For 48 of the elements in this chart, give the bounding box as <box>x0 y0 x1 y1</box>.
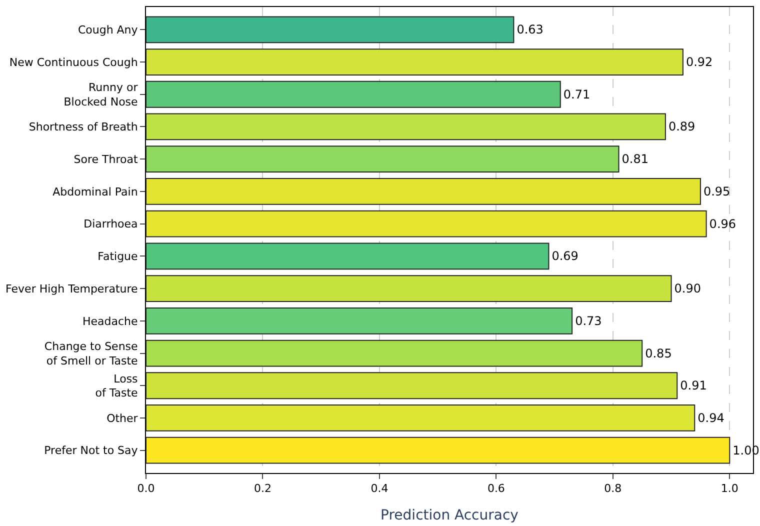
y-tick-label: Abdominal Pain <box>52 185 138 198</box>
data-label: 0.90 <box>674 282 702 296</box>
data-label: 0.89 <box>668 120 696 134</box>
data-label: 0.96 <box>709 216 736 231</box>
bar <box>146 210 707 238</box>
x-tick-label: 1.0 <box>720 482 738 496</box>
y-tick-label: Other <box>106 412 138 425</box>
data-label: 0.69 <box>552 249 578 264</box>
data-label: 0.63 <box>516 22 544 37</box>
y-tick-label: Loss of Taste <box>95 372 138 400</box>
y-tick-label: Runny or Blocked Nose <box>64 81 138 108</box>
bar <box>146 178 701 205</box>
bar <box>146 16 514 44</box>
y-tick-label: Headache <box>82 314 138 328</box>
x-tick-label: 0.8 <box>604 482 622 496</box>
data-label: 0.71 <box>563 87 590 102</box>
y-tick-label: Prefer Not to Say <box>44 444 138 458</box>
data-label: 0.85 <box>645 346 672 360</box>
bar <box>146 436 730 464</box>
y-tick-label: Fatigue <box>98 250 138 264</box>
data-label: 0.95 <box>703 184 730 198</box>
bar <box>146 372 678 400</box>
data-label: 0.91 <box>680 378 707 393</box>
bar <box>146 307 573 334</box>
y-tick-label: Shortness of Breath <box>28 120 138 134</box>
bar <box>146 113 666 140</box>
bar <box>146 242 550 270</box>
data-label: 0.73 <box>575 314 602 328</box>
y-tick-label: Diarrhoea <box>84 218 138 231</box>
data-label: 0.94 <box>698 410 724 425</box>
x-axis-title: Prediction Accuracy <box>380 508 518 524</box>
y-tick-label: New Continuous Cough <box>9 56 138 69</box>
x-tick-label: 0.6 <box>487 482 505 496</box>
bar <box>146 80 561 108</box>
y-tick-label: Sore Throat <box>74 152 138 166</box>
data-label: 0.92 <box>686 55 713 70</box>
y-tick-label: Change to Sense of Smell or Taste <box>44 340 138 368</box>
y-tick-label: Fever High Temperature <box>6 282 138 296</box>
y-tick-label: Cough Any <box>78 24 138 36</box>
data-label: 0.81 <box>622 152 648 166</box>
bar <box>146 275 672 302</box>
x-tick-label: 0.4 <box>370 482 388 496</box>
bar <box>146 48 684 76</box>
x-tick-label: 0.2 <box>254 482 272 496</box>
bar <box>146 146 620 173</box>
bar <box>146 404 696 432</box>
x-tick-label: 0.0 <box>137 482 155 496</box>
bar <box>146 340 643 367</box>
